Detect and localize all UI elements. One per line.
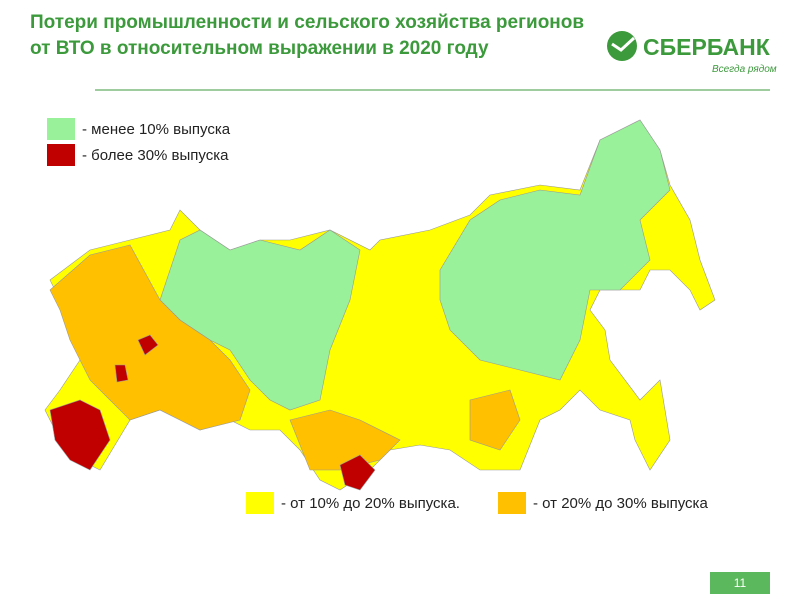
legend-swatch: [246, 492, 274, 514]
legend: - менее 10% выпуска - более 30% выпуска - …: [47, 118, 708, 514]
logo-slogan: Всегда рядом: [712, 64, 777, 75]
region: [439, 119, 671, 381]
map: [44, 119, 716, 491]
region: [339, 454, 376, 491]
page-number-box: [710, 572, 770, 594]
legend-label: - от 10% до 20% выпуска.: [281, 495, 460, 512]
logo: СБЕРБАНК Всегда рядом: [607, 31, 777, 75]
logo-icon: [607, 31, 637, 61]
logo-name: СБЕРБАНК: [643, 34, 771, 60]
region: [469, 389, 521, 451]
region: [159, 229, 361, 411]
legend-label: - менее 10% выпуска: [82, 121, 231, 138]
legend-swatch: [47, 118, 75, 140]
page-number: 11: [734, 576, 747, 590]
legend-label: - от 20% до 30% выпуска: [533, 495, 708, 512]
region: [49, 399, 111, 471]
title-line: от ВТО в относительном выражении в 2020 …: [30, 38, 489, 59]
legend-label: - более 30% выпуска: [82, 147, 229, 164]
title-line: Потери промышленности и сельского хозяйс…: [30, 12, 584, 33]
region: [114, 364, 129, 383]
region: [137, 334, 159, 356]
region: [289, 409, 401, 471]
legend-swatch: [498, 492, 526, 514]
legend-swatch: [47, 144, 75, 166]
